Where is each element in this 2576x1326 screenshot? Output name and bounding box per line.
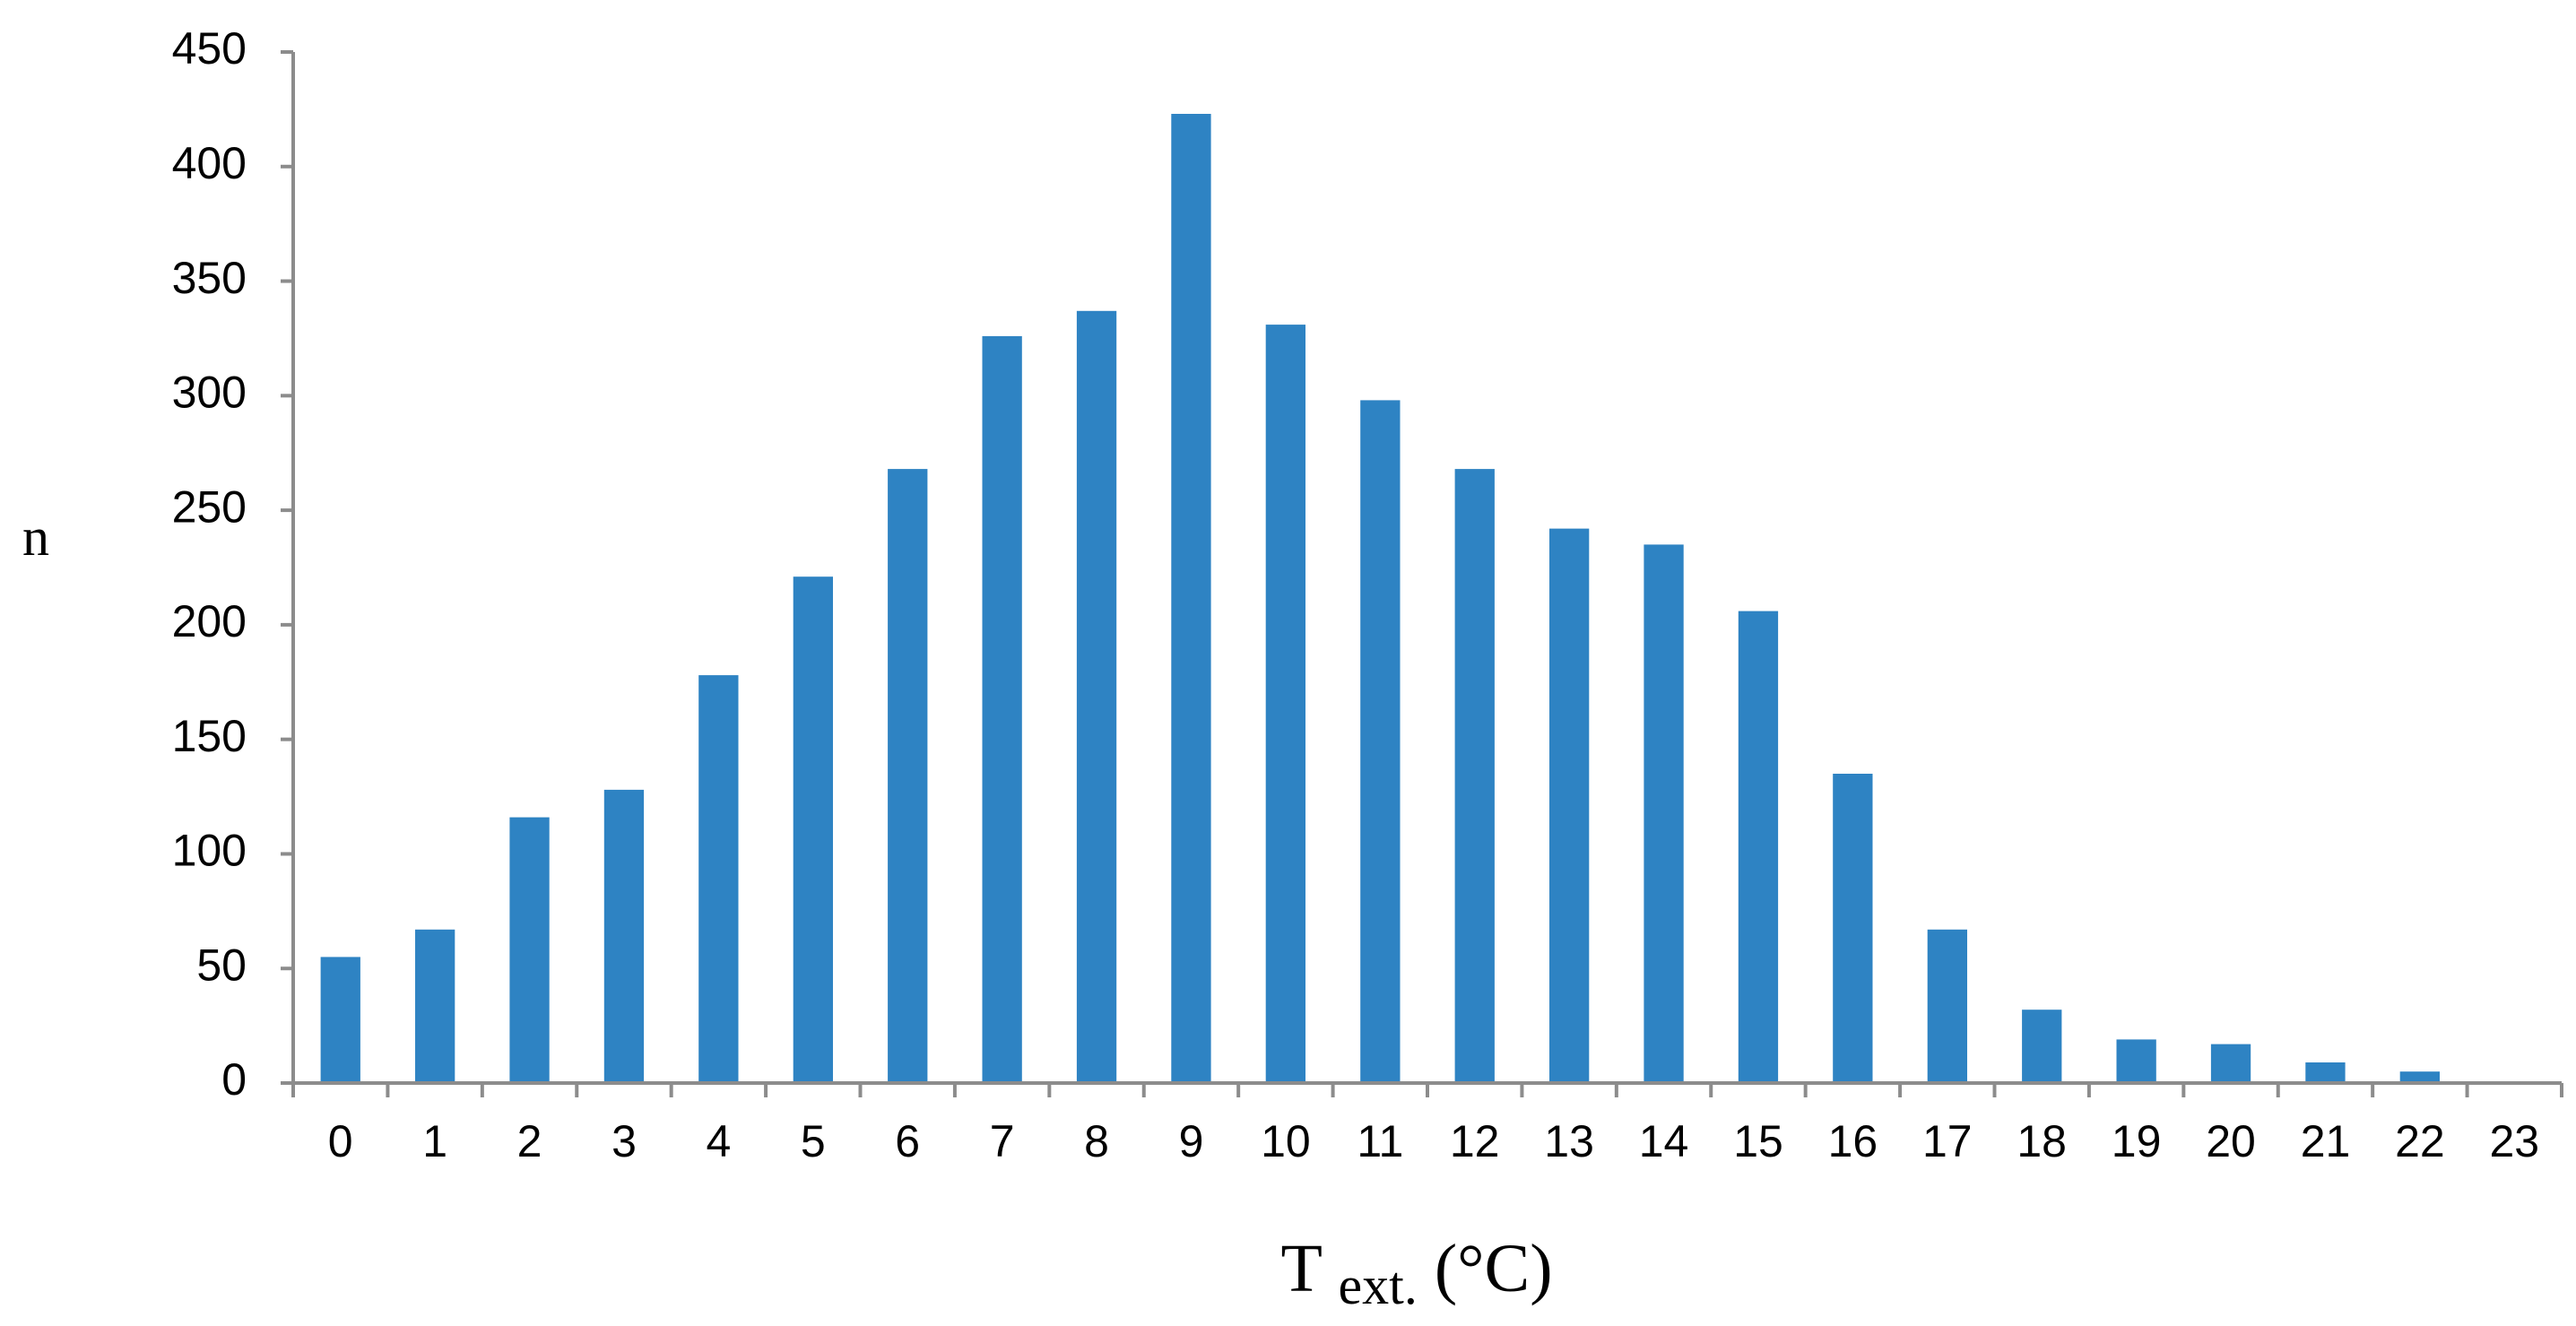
- x-axis-title: T ext. (°C): [1280, 1231, 1552, 1319]
- x-tick-label: 4: [706, 1116, 731, 1166]
- y-tick-label: 150: [172, 711, 247, 761]
- x-tick-label: 7: [990, 1116, 1015, 1166]
- bar-14: [1644, 544, 1684, 1083]
- bar-7: [982, 335, 1022, 1083]
- y-tick-label: 200: [172, 596, 247, 646]
- y-tick-label: 0: [221, 1054, 247, 1105]
- bar-9: [1171, 114, 1211, 1083]
- y-tick-label: 450: [172, 23, 247, 74]
- x-tick-label: 8: [1084, 1116, 1109, 1166]
- x-tick-label: 23: [2489, 1116, 2539, 1166]
- x-tick-label: 22: [2395, 1116, 2445, 1166]
- bar-17: [1927, 929, 1967, 1083]
- bar-20: [2210, 1044, 2251, 1083]
- x-tick-label: 15: [1733, 1116, 1783, 1166]
- y-tick-label: 400: [172, 138, 247, 188]
- bar-0: [320, 957, 360, 1083]
- x-tick-label: 20: [2206, 1116, 2256, 1166]
- x-axis-title-subscript: ext.: [1339, 1256, 1418, 1315]
- x-tick-label: 14: [1639, 1116, 1689, 1166]
- bar-6: [888, 469, 928, 1083]
- y-tick-label: 350: [172, 253, 247, 303]
- y-tick-label: 50: [196, 940, 247, 990]
- y-tick-label: 300: [172, 368, 247, 418]
- x-axis-title-unit: (°C): [1435, 1231, 1553, 1306]
- x-tick-label: 13: [1544, 1116, 1594, 1166]
- bar-3: [603, 789, 645, 1083]
- bar-4: [698, 675, 739, 1083]
- bar-21: [2305, 1062, 2346, 1083]
- x-tick-label: 18: [2017, 1116, 2067, 1166]
- y-tick-label: 100: [172, 826, 247, 876]
- y-tick-label: 250: [172, 481, 247, 532]
- bar-11: [1360, 400, 1401, 1083]
- bar-18: [2022, 1010, 2062, 1083]
- x-tick-label: 5: [801, 1116, 826, 1166]
- x-tick-label: 3: [611, 1116, 637, 1166]
- x-tick-label: 0: [328, 1116, 353, 1166]
- x-tick-label: 19: [2112, 1116, 2162, 1166]
- x-tick-label: 12: [1450, 1116, 1500, 1166]
- bar-5: [793, 576, 833, 1083]
- x-tick-label: 16: [1828, 1116, 1878, 1166]
- bar-2: [509, 817, 550, 1083]
- x-tick-label: 17: [1922, 1116, 1973, 1166]
- bar-19: [2116, 1039, 2156, 1083]
- x-tick-label: 11: [1357, 1116, 1403, 1166]
- y-axis-title: n: [22, 507, 49, 567]
- x-tick-label: 2: [517, 1116, 542, 1166]
- bars: [320, 114, 2440, 1084]
- x-axis-title-main: T: [1280, 1231, 1322, 1306]
- x-tick-label: 1: [422, 1116, 447, 1166]
- bar-1: [415, 929, 455, 1083]
- x-tick-label: 10: [1261, 1116, 1311, 1166]
- bar-12: [1454, 469, 1495, 1083]
- x-tick-label: 21: [2301, 1116, 2351, 1166]
- bar-8: [1076, 310, 1117, 1083]
- bar-10: [1265, 325, 1305, 1084]
- x-tick-label: 9: [1179, 1116, 1204, 1166]
- x-tick-label: 6: [895, 1116, 920, 1166]
- bar-16: [1833, 774, 1873, 1083]
- bar-22: [2399, 1071, 2440, 1083]
- axes: [281, 50, 2563, 1097]
- bar-13: [1549, 528, 1590, 1083]
- bar-15: [1738, 611, 1779, 1083]
